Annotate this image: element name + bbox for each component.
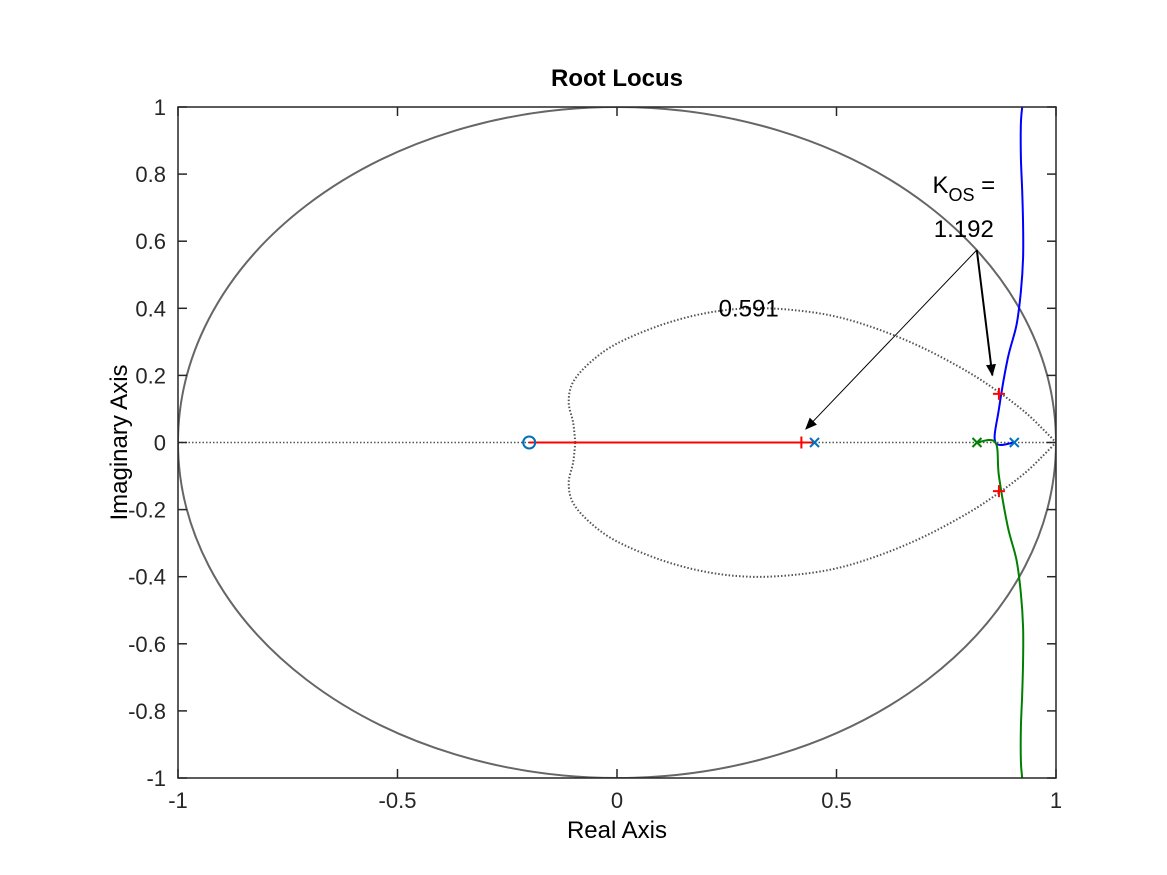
pole-marker-1 <box>809 437 820 448</box>
x-axis-title: Real Axis <box>567 817 667 844</box>
damping-contour-lower <box>567 441 1056 578</box>
y-tick-label: -0.8 <box>128 699 166 724</box>
gain-annotation-line1: KOS = <box>932 172 995 205</box>
locus-branch-3 <box>976 439 1025 778</box>
annotation-arrow-real <box>805 249 978 430</box>
pole-marker-2 <box>971 437 983 448</box>
gain-point-2 <box>992 387 1005 400</box>
pole-stroke <box>809 437 820 448</box>
y-tick-label: 0.8 <box>135 162 166 187</box>
y-axis-title: Imaginary Axis <box>106 364 133 520</box>
y-tick-label: -0.6 <box>128 632 166 657</box>
y-tick-label: 0.4 <box>135 296 166 321</box>
annotation-arrow-upper <box>975 249 996 377</box>
x-tick-label: 1 <box>1050 788 1062 813</box>
pole-stroke <box>971 437 983 448</box>
x-tick-label: 0.5 <box>821 788 852 813</box>
pole-marker-3 <box>1009 437 1020 448</box>
x-tick-label: 0 <box>611 788 623 813</box>
y-tick-label: 1 <box>154 95 166 120</box>
locus-branch-2 <box>993 107 1025 446</box>
gain-annotation-equals: = <box>974 172 995 199</box>
zero-marker-1 <box>522 435 537 450</box>
gain-annotation-k: K <box>932 172 948 199</box>
x-tick-label: -0.5 <box>379 788 417 813</box>
y-tick-label: 0 <box>154 431 166 456</box>
y-tick-label: 0.2 <box>135 363 166 388</box>
y-tick-label: 0.6 <box>135 229 166 254</box>
y-tick-label: -0.2 <box>128 498 166 523</box>
gain-point-3 <box>992 485 1005 498</box>
gain-point-1 <box>795 436 808 449</box>
gain-annotation-value: 1.192 <box>934 216 994 243</box>
plot-area <box>178 107 1056 778</box>
pole-stroke <box>1009 437 1020 448</box>
chart-title: Root Locus <box>551 65 683 92</box>
y-tick-label: -1 <box>146 766 166 791</box>
damping-contour-label: 0.591 <box>719 295 779 322</box>
y-tick-label: -0.4 <box>128 565 166 590</box>
gain-annotation-subscript: OS <box>948 185 974 205</box>
x-tick-label: -1 <box>168 788 188 813</box>
